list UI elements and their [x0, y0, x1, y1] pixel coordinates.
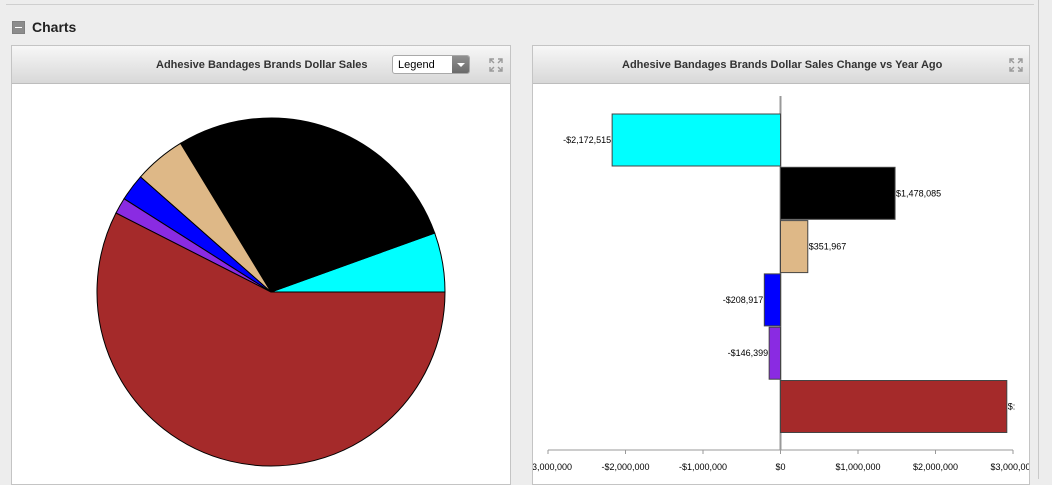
- section-title: Charts: [32, 19, 77, 35]
- legend-dropdown-value: Legend: [398, 59, 435, 71]
- bar-6[interactable]: [780, 380, 1008, 433]
- pie-slice-6[interactable]: [96, 212, 446, 467]
- panel-header: Adhesive Bandages Brands Dollar Sales Ch…: [533, 46, 1029, 84]
- sales-change-panel: Adhesive Bandages Brands Dollar Sales Ch…: [532, 45, 1030, 485]
- right-divider: [1038, 0, 1039, 479]
- bar-chart-title: Adhesive Bandages Brands Dollar Sales Ch…: [622, 59, 943, 71]
- bar-2[interactable]: [780, 166, 896, 220]
- x-tick-label-5: $1,000,000: [835, 462, 880, 472]
- bar-chart: -$3,000,000 -$2,000,000 -$1,000,000 $0 $1,00…: [533, 96, 1029, 472]
- bar-label-4: -$208,917: [723, 295, 764, 305]
- chevron-down-icon[interactable]: [452, 56, 469, 73]
- x-tick-label-6: $2,000,000: [913, 462, 958, 472]
- pie-slice-2[interactable]: [179, 117, 436, 293]
- legend-dropdown[interactable]: Legend: [392, 55, 470, 74]
- panel-header: Adhesive Bandages Brands Dollar Sales Le…: [12, 46, 510, 84]
- bar-5[interactable]: [768, 326, 782, 380]
- bar-label-5: -$146,399: [728, 348, 769, 358]
- dollar-sales-panel: Adhesive Bandages Brands Dollar Sales Le…: [11, 45, 511, 485]
- pie-chart-title: Adhesive Bandages Brands Dollar Sales: [156, 59, 368, 71]
- bar-label-1: -$2,172,515: [563, 135, 611, 145]
- x-tick-label-2: -$2,000,000: [601, 462, 649, 472]
- expand-icon[interactable]: [488, 57, 504, 73]
- x-tick-label-3: -$1,000,000: [679, 462, 727, 472]
- bar-label-2: $1,478,085: [896, 188, 941, 198]
- x-tick-label-4: $0: [775, 462, 785, 472]
- top-divider: [6, 4, 1034, 5]
- expand-icon[interactable]: [1008, 57, 1024, 73]
- bar-label-6: $:: [1008, 402, 1016, 412]
- collapse-icon[interactable]: [12, 20, 25, 34]
- bar-4[interactable]: [763, 273, 781, 327]
- bar-1[interactable]: [611, 113, 782, 167]
- bar-3[interactable]: [780, 220, 809, 274]
- bar-label-3: $351,967: [809, 242, 847, 252]
- charts-section-header: Charts: [12, 17, 76, 37]
- pie-chart: [96, 117, 446, 467]
- x-tick-label-1: -$3,000,000: [533, 462, 572, 472]
- x-tick-label-7: $3,000,000: [990, 462, 1029, 472]
